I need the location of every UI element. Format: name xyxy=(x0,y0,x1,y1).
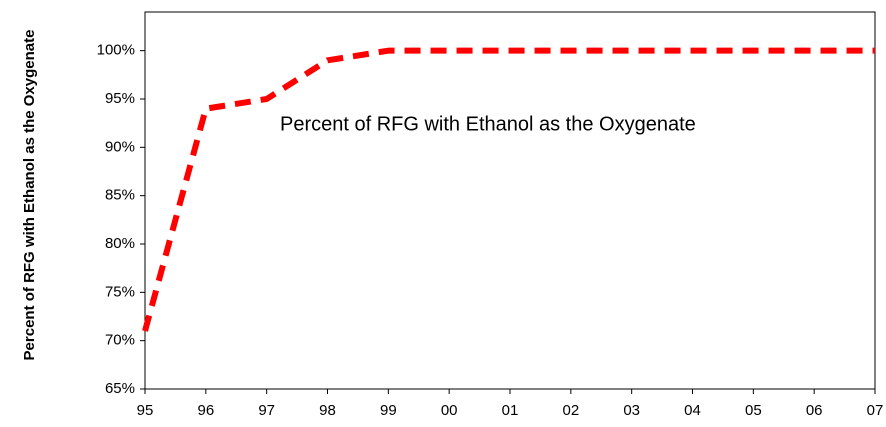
y-tick-label: 70% xyxy=(105,332,135,349)
data-line xyxy=(142,47,875,332)
x-tick-label: 06 xyxy=(806,402,823,419)
x-tick-label: 04 xyxy=(684,402,701,419)
plot-frame xyxy=(144,11,876,390)
x-tick-label: 96 xyxy=(197,402,214,419)
x-tick-label: 02 xyxy=(562,402,579,419)
x-tick-label: 98 xyxy=(319,402,336,419)
x-tick-label: 05 xyxy=(745,402,762,419)
x-tick-label: 03 xyxy=(623,402,640,419)
y-tick-label: 75% xyxy=(105,283,135,300)
y-axis-label: Percent of RFG with Ethanol as the Oxyge… xyxy=(21,29,38,361)
x-tick-label: 95 xyxy=(137,402,154,419)
x-tick-label: 07 xyxy=(867,402,884,419)
x-tick-label: 00 xyxy=(441,402,458,419)
y-tick-label: 95% xyxy=(105,90,135,107)
y-tick-label: 80% xyxy=(105,235,135,252)
x-tick-label: 01 xyxy=(502,402,519,419)
annotation: Percent of RFG with Ethanol as the Oxyge… xyxy=(280,113,696,135)
x-tick-label: 97 xyxy=(258,402,275,419)
y-tick-label: 85% xyxy=(105,187,135,204)
x-tick-label: 99 xyxy=(380,402,397,419)
y-tick-label: 65% xyxy=(105,380,135,397)
y-tick-label: 90% xyxy=(105,138,135,155)
y-tick-label: 100% xyxy=(97,42,135,59)
